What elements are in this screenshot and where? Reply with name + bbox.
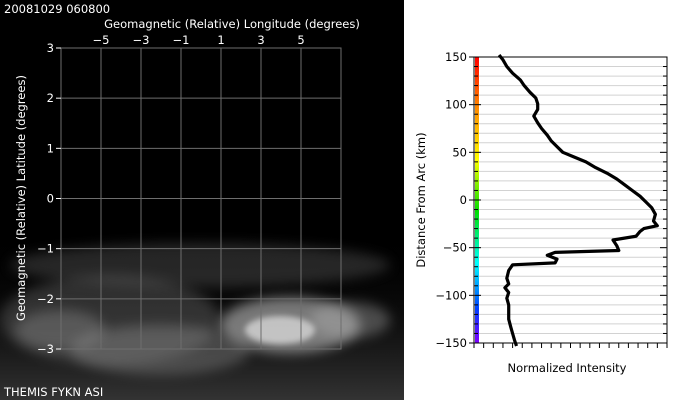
profile-y-tick-label: 100 bbox=[445, 98, 467, 112]
profile-y-tick-label: −150 bbox=[435, 336, 467, 350]
asi-image-svg: −5 −3 −1 1 3 5 3 2 1 0 −1 −2 −3 Geomagnetic (Relativ… bbox=[0, 2, 404, 400]
image-axes: −5 −3 −1 1 3 5 3 2 1 0 −1 −2 −3 bbox=[37, 33, 305, 356]
profile-svg: 150 100 50 0 −50 −100 −150 Distance From Arc (… bbox=[414, 50, 668, 375]
y-tick-label: −1 bbox=[37, 242, 54, 256]
profile-x-axis-title: Normalized Intensity bbox=[508, 361, 627, 375]
x-tick-label: 5 bbox=[297, 33, 304, 47]
instrument-label: THEMIS FYKN ASI bbox=[3, 385, 103, 399]
x-tick-label: 3 bbox=[257, 33, 264, 47]
y-tick-label: 1 bbox=[47, 141, 54, 155]
timestamp-label: 20081029 060800 bbox=[4, 2, 110, 16]
aurora-image bbox=[0, 230, 404, 400]
y-tick-label: 2 bbox=[47, 91, 54, 105]
x-axis-title: Geomagnetic (Relative) Longitude (degree… bbox=[104, 17, 360, 31]
asi-image-panel: −5 −3 −1 1 3 5 3 2 1 0 −1 −2 −3 Geomagnetic (Relativ… bbox=[0, 0, 404, 400]
profile-y-tick-label: 150 bbox=[445, 50, 467, 64]
y-tick-label: 3 bbox=[47, 41, 54, 55]
x-tick-label: −1 bbox=[173, 33, 190, 47]
profile-axes: 150 100 50 0 −50 −100 −150 bbox=[435, 50, 668, 350]
profile-y-axis-title: Distance From Arc (km) bbox=[414, 132, 428, 267]
x-tick-label: −5 bbox=[93, 33, 110, 47]
y-tick-label: −3 bbox=[37, 342, 54, 356]
profile-y-tick-label: 50 bbox=[452, 145, 467, 159]
x-tick-label: −3 bbox=[133, 33, 150, 47]
y-axis-title: Geomagnetic (Relative) Latitude (degrees… bbox=[14, 75, 28, 321]
profile-y-tick-label: 0 bbox=[460, 193, 467, 207]
y-tick-label: 0 bbox=[47, 192, 54, 206]
profile-grid bbox=[474, 66, 667, 334]
profile-y-tick-label: −100 bbox=[435, 288, 467, 302]
intensity-profile-line bbox=[497, 54, 659, 347]
x-tick-label: 1 bbox=[217, 33, 224, 47]
grid-lines bbox=[60, 47, 342, 350]
profile-y-tick-label: −50 bbox=[443, 241, 467, 255]
y-tick-label: −2 bbox=[37, 292, 54, 306]
profile-panel: 150 100 50 0 −50 −100 −150 Distance From Arc (… bbox=[404, 0, 700, 400]
